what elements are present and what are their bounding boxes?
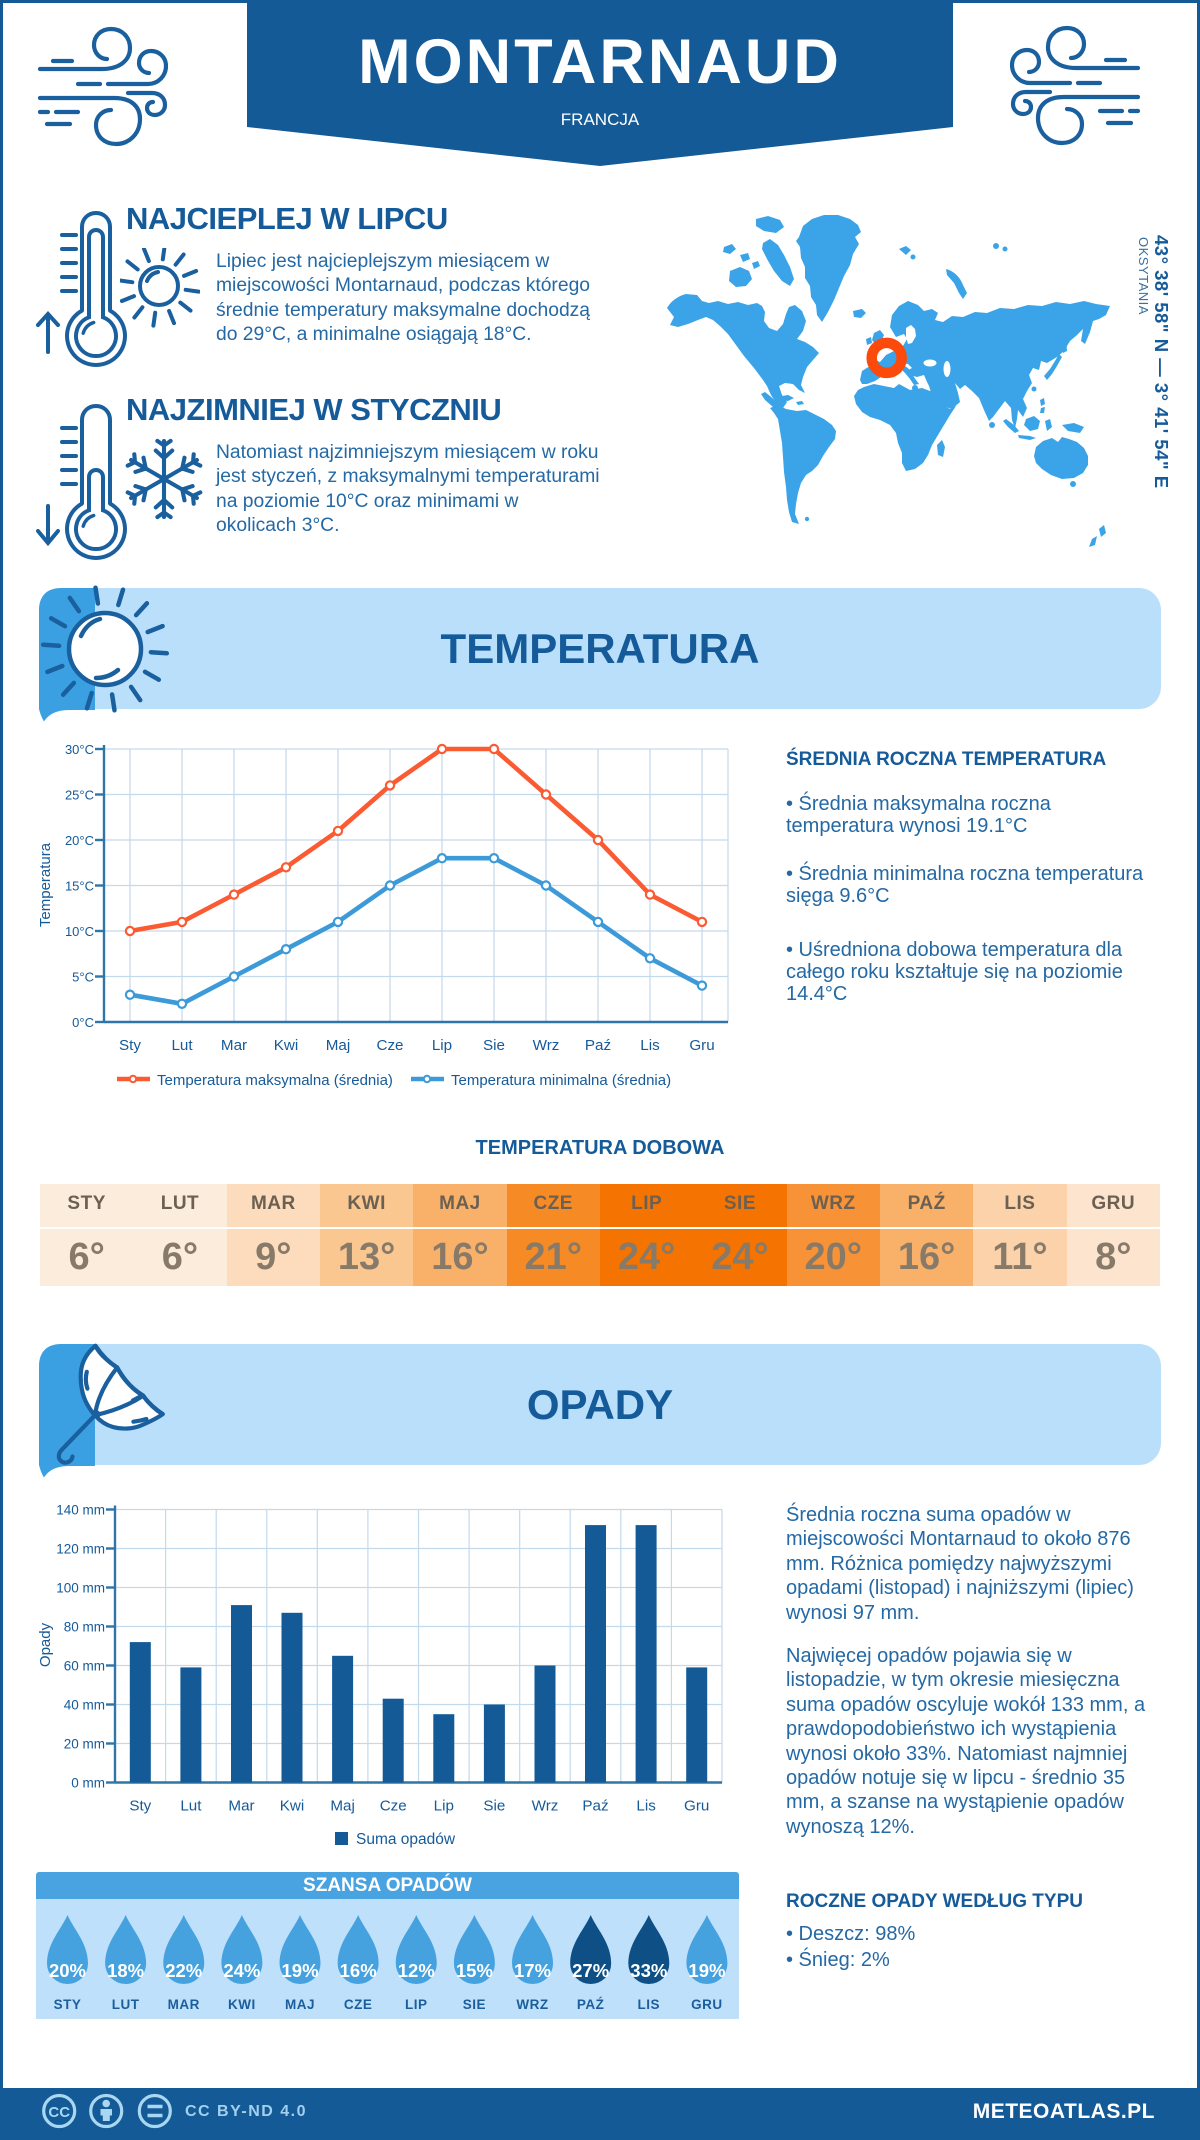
svg-text:Temperatura: Temperatura bbox=[37, 842, 54, 927]
svg-text:20 mm: 20 mm bbox=[64, 1737, 105, 1752]
svg-text:Kwi: Kwi bbox=[280, 1798, 304, 1815]
svg-text:60 mm: 60 mm bbox=[64, 1659, 105, 1674]
svg-text:Sie: Sie bbox=[483, 1798, 505, 1815]
svg-text:120 mm: 120 mm bbox=[56, 1542, 105, 1557]
svg-text:CZE: CZE bbox=[344, 1997, 373, 2012]
svg-text:Temperatura maksymalna (średni: Temperatura maksymalna (średnia) bbox=[157, 1072, 393, 1089]
svg-text:Gru: Gru bbox=[684, 1798, 709, 1815]
svg-text:LUT: LUT bbox=[112, 1997, 140, 2012]
svg-text:WRZ: WRZ bbox=[516, 1997, 548, 2012]
svg-text:PAŹ: PAŹ bbox=[577, 1997, 605, 2012]
svg-text:24%: 24% bbox=[223, 1960, 260, 1981]
svg-text:Gru: Gru bbox=[689, 1037, 714, 1054]
svg-text:0°C: 0°C bbox=[72, 1015, 94, 1030]
svg-text:20%: 20% bbox=[49, 1960, 86, 1981]
svg-text:19%: 19% bbox=[688, 1960, 725, 1981]
svg-text:Cze: Cze bbox=[376, 1037, 403, 1054]
svg-text:Lip: Lip bbox=[434, 1798, 454, 1815]
svg-text:19%: 19% bbox=[282, 1960, 319, 1981]
svg-text:10°C: 10°C bbox=[65, 924, 94, 939]
svg-text:20°C: 20°C bbox=[65, 833, 94, 848]
svg-text:Suma opadów: Suma opadów bbox=[356, 1831, 456, 1848]
svg-text:Sie: Sie bbox=[483, 1037, 505, 1054]
svg-text:5°C: 5°C bbox=[72, 970, 94, 985]
svg-text:Sty: Sty bbox=[129, 1798, 151, 1815]
svg-text:Lut: Lut bbox=[171, 1037, 193, 1054]
svg-text:30°C: 30°C bbox=[65, 742, 94, 757]
svg-text:33%: 33% bbox=[630, 1960, 667, 1981]
svg-text:MAJ: MAJ bbox=[285, 1997, 315, 2012]
svg-text:LIP: LIP bbox=[405, 1997, 428, 2012]
svg-text:17%: 17% bbox=[514, 1960, 551, 1981]
svg-text:27%: 27% bbox=[572, 1960, 609, 1981]
svg-text:Kwi: Kwi bbox=[274, 1037, 298, 1054]
svg-text:Paź: Paź bbox=[582, 1798, 608, 1815]
svg-text:Wrz: Wrz bbox=[532, 1798, 559, 1815]
svg-text:100 mm: 100 mm bbox=[56, 1581, 105, 1596]
svg-text:15°C: 15°C bbox=[65, 879, 94, 894]
svg-text:Lut: Lut bbox=[180, 1798, 202, 1815]
svg-text:Mar: Mar bbox=[221, 1037, 247, 1054]
svg-text:KWI: KWI bbox=[228, 1997, 256, 2012]
svg-text:40 mm: 40 mm bbox=[64, 1698, 105, 1713]
svg-text:Temperatura minimalna (średnia: Temperatura minimalna (średnia) bbox=[451, 1072, 671, 1089]
svg-text:Sty: Sty bbox=[119, 1037, 141, 1054]
svg-text:CC: CC bbox=[48, 2104, 70, 2121]
svg-text:Maj: Maj bbox=[330, 1798, 354, 1815]
svg-text:22%: 22% bbox=[165, 1960, 202, 1981]
svg-text:LIS: LIS bbox=[638, 1997, 661, 2012]
svg-text:Lip: Lip bbox=[432, 1037, 452, 1054]
svg-text:15%: 15% bbox=[456, 1960, 493, 1981]
svg-text:80 mm: 80 mm bbox=[64, 1620, 105, 1635]
svg-text:Maj: Maj bbox=[326, 1037, 350, 1054]
svg-text:12%: 12% bbox=[398, 1960, 435, 1981]
svg-text:25°C: 25°C bbox=[65, 788, 94, 803]
svg-text:Cze: Cze bbox=[380, 1798, 407, 1815]
svg-text:MAR: MAR bbox=[168, 1997, 200, 2012]
svg-text:Mar: Mar bbox=[228, 1798, 254, 1815]
svg-text:GRU: GRU bbox=[691, 1997, 723, 2012]
svg-text:140 mm: 140 mm bbox=[56, 1503, 105, 1518]
svg-text:16%: 16% bbox=[340, 1960, 377, 1981]
svg-text:18%: 18% bbox=[107, 1960, 144, 1981]
svg-text:Wrz: Wrz bbox=[533, 1037, 560, 1054]
svg-text:Lis: Lis bbox=[636, 1798, 656, 1815]
svg-text:Lis: Lis bbox=[640, 1037, 660, 1054]
svg-text:0 mm: 0 mm bbox=[71, 1776, 105, 1791]
svg-text:STY: STY bbox=[54, 1997, 82, 2012]
svg-text:SIE: SIE bbox=[463, 1997, 486, 2012]
svg-text:Opady: Opady bbox=[37, 1622, 54, 1667]
svg-text:Paź: Paź bbox=[585, 1037, 611, 1054]
